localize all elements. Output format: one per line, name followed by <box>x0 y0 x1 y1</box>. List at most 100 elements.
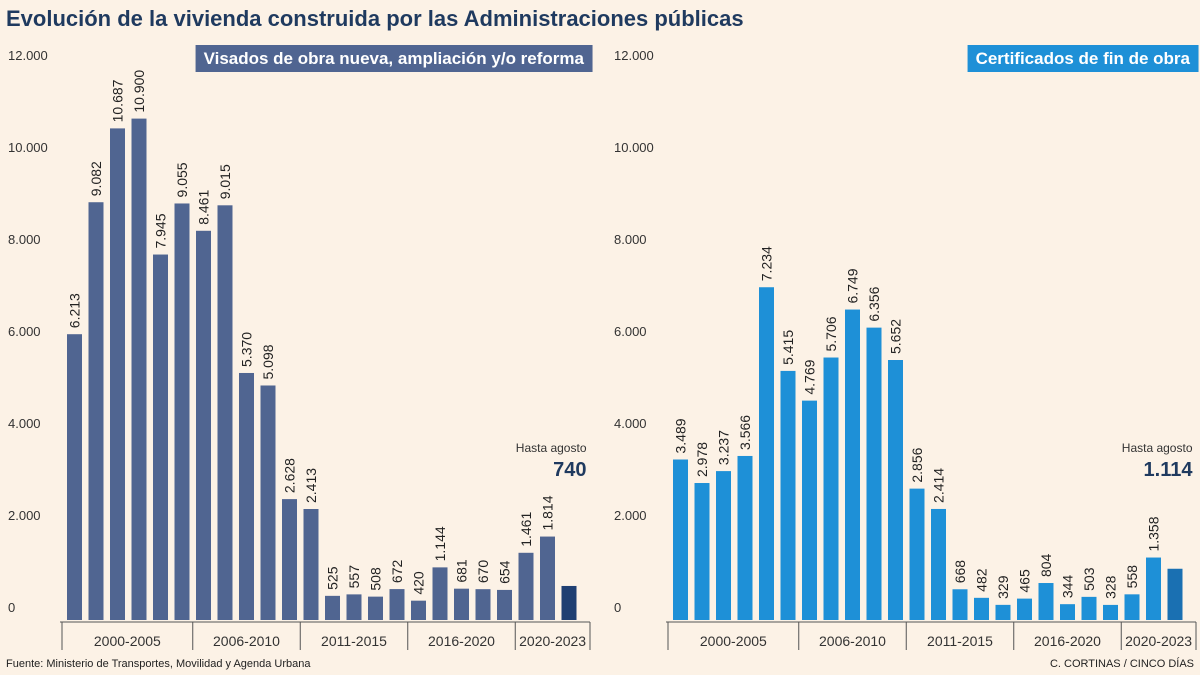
x-group-label: 2016-2020 <box>1034 633 1101 649</box>
source: Fuente: Ministerio de Transportes, Movil… <box>6 658 311 670</box>
value-label: 5.652 <box>888 319 904 354</box>
y-tick-label: 10.000 <box>614 140 654 155</box>
bar <box>217 205 233 620</box>
bar <box>260 385 276 620</box>
bar <box>282 499 297 620</box>
value-label: 2.414 <box>931 468 947 503</box>
x-group-label: 2000-2005 <box>700 633 767 649</box>
y-tick-label: 8.000 <box>8 232 41 247</box>
value-label: 8.461 <box>196 190 212 225</box>
value-label: 5.415 <box>780 330 796 365</box>
value-label: 465 <box>1017 569 1033 593</box>
value-label: 4.769 <box>802 359 818 394</box>
value-label: 6.213 <box>67 293 83 328</box>
bar <box>995 604 1011 620</box>
value-label: 654 <box>497 560 513 584</box>
x-group-label: 2020-2023 <box>519 633 586 649</box>
y-tick-label: 12.000 <box>8 48 48 63</box>
bar <box>802 400 817 620</box>
bar <box>239 372 254 620</box>
bar <box>1167 568 1183 620</box>
bar <box>88 202 104 620</box>
value-label: 7.234 <box>759 246 775 281</box>
value-label: 508 <box>368 567 384 591</box>
value-label: 329 <box>995 575 1011 599</box>
annotation: Hasta agosto <box>516 441 587 455</box>
value-label: 668 <box>952 560 968 584</box>
bar <box>303 509 319 620</box>
value-label: 9.082 <box>88 161 104 196</box>
bar <box>196 230 211 620</box>
value-label: 5.706 <box>823 316 839 351</box>
bar <box>518 552 534 620</box>
y-tick-label: 2.000 <box>614 508 647 523</box>
bar <box>1103 604 1118 620</box>
value-label: 804 <box>1038 553 1054 577</box>
bar <box>866 327 882 620</box>
bar <box>694 483 710 620</box>
bar <box>454 588 469 620</box>
bar <box>1081 596 1097 620</box>
value-label: 10.900 <box>131 70 147 113</box>
value-label: 3.566 <box>737 415 753 450</box>
bar <box>325 595 340 620</box>
bar <box>823 357 839 620</box>
bar <box>909 488 925 620</box>
value-label: 670 <box>475 560 491 584</box>
value-label: 525 <box>325 566 341 590</box>
value-label: 9.055 <box>174 162 190 197</box>
value-label: 344 <box>1060 575 1076 599</box>
bar <box>540 536 555 620</box>
bar <box>1146 557 1161 620</box>
value-label: 1.814 <box>540 495 556 530</box>
bar <box>1017 598 1032 620</box>
bar <box>67 334 82 620</box>
bar <box>780 370 796 620</box>
bar <box>974 597 989 620</box>
bar <box>716 471 731 620</box>
bar <box>153 254 168 620</box>
y-tick-label: 8.000 <box>614 232 647 247</box>
value-label: 1.114 <box>1144 459 1194 481</box>
value-label: 5.370 <box>239 332 255 367</box>
bar <box>1124 594 1140 620</box>
y-tick-label: 2.000 <box>8 508 41 523</box>
y-tick-label: 12.000 <box>614 48 654 63</box>
value-label: 672 <box>389 560 405 584</box>
value-label: 328 <box>1103 575 1119 599</box>
y-tick-label: 10.000 <box>8 140 48 155</box>
value-label: 9.015 <box>217 164 233 199</box>
value-label: 6.356 <box>866 286 882 321</box>
value-label: 2.978 <box>694 442 710 477</box>
y-tick-label: 6.000 <box>8 324 41 339</box>
value-label: 420 <box>411 571 427 595</box>
y-tick-label: 0 <box>614 600 621 615</box>
bar <box>475 589 491 620</box>
y-tick-label: 4.000 <box>614 416 647 431</box>
bar <box>497 589 512 620</box>
bar <box>888 360 903 620</box>
bar <box>432 567 448 620</box>
value-label: 3.237 <box>716 430 732 465</box>
annotation: Hasta agosto <box>1122 441 1193 455</box>
bar <box>174 203 190 620</box>
bar <box>673 459 688 620</box>
y-tick-label: 0 <box>8 600 15 615</box>
value-label: 558 <box>1124 565 1140 589</box>
bar <box>110 128 125 620</box>
bar <box>389 589 405 620</box>
value-label: 7.945 <box>153 213 169 248</box>
value-label: 2.413 <box>303 468 319 503</box>
value-label: 557 <box>346 565 362 589</box>
bar <box>737 455 753 620</box>
x-group-label: 2020-2023 <box>1125 633 1192 649</box>
value-label: 1.461 <box>518 512 534 547</box>
page-title: Evolución de la vivienda construida por … <box>6 6 744 31</box>
panel-title: Certificados de fin de obra <box>976 49 1191 68</box>
y-tick-label: 6.000 <box>614 324 647 339</box>
x-group-label: 2011-2015 <box>321 633 387 649</box>
value-label: 482 <box>974 568 990 592</box>
x-group-label: 2006-2010 <box>819 633 886 649</box>
x-group-label: 2016-2020 <box>428 633 495 649</box>
